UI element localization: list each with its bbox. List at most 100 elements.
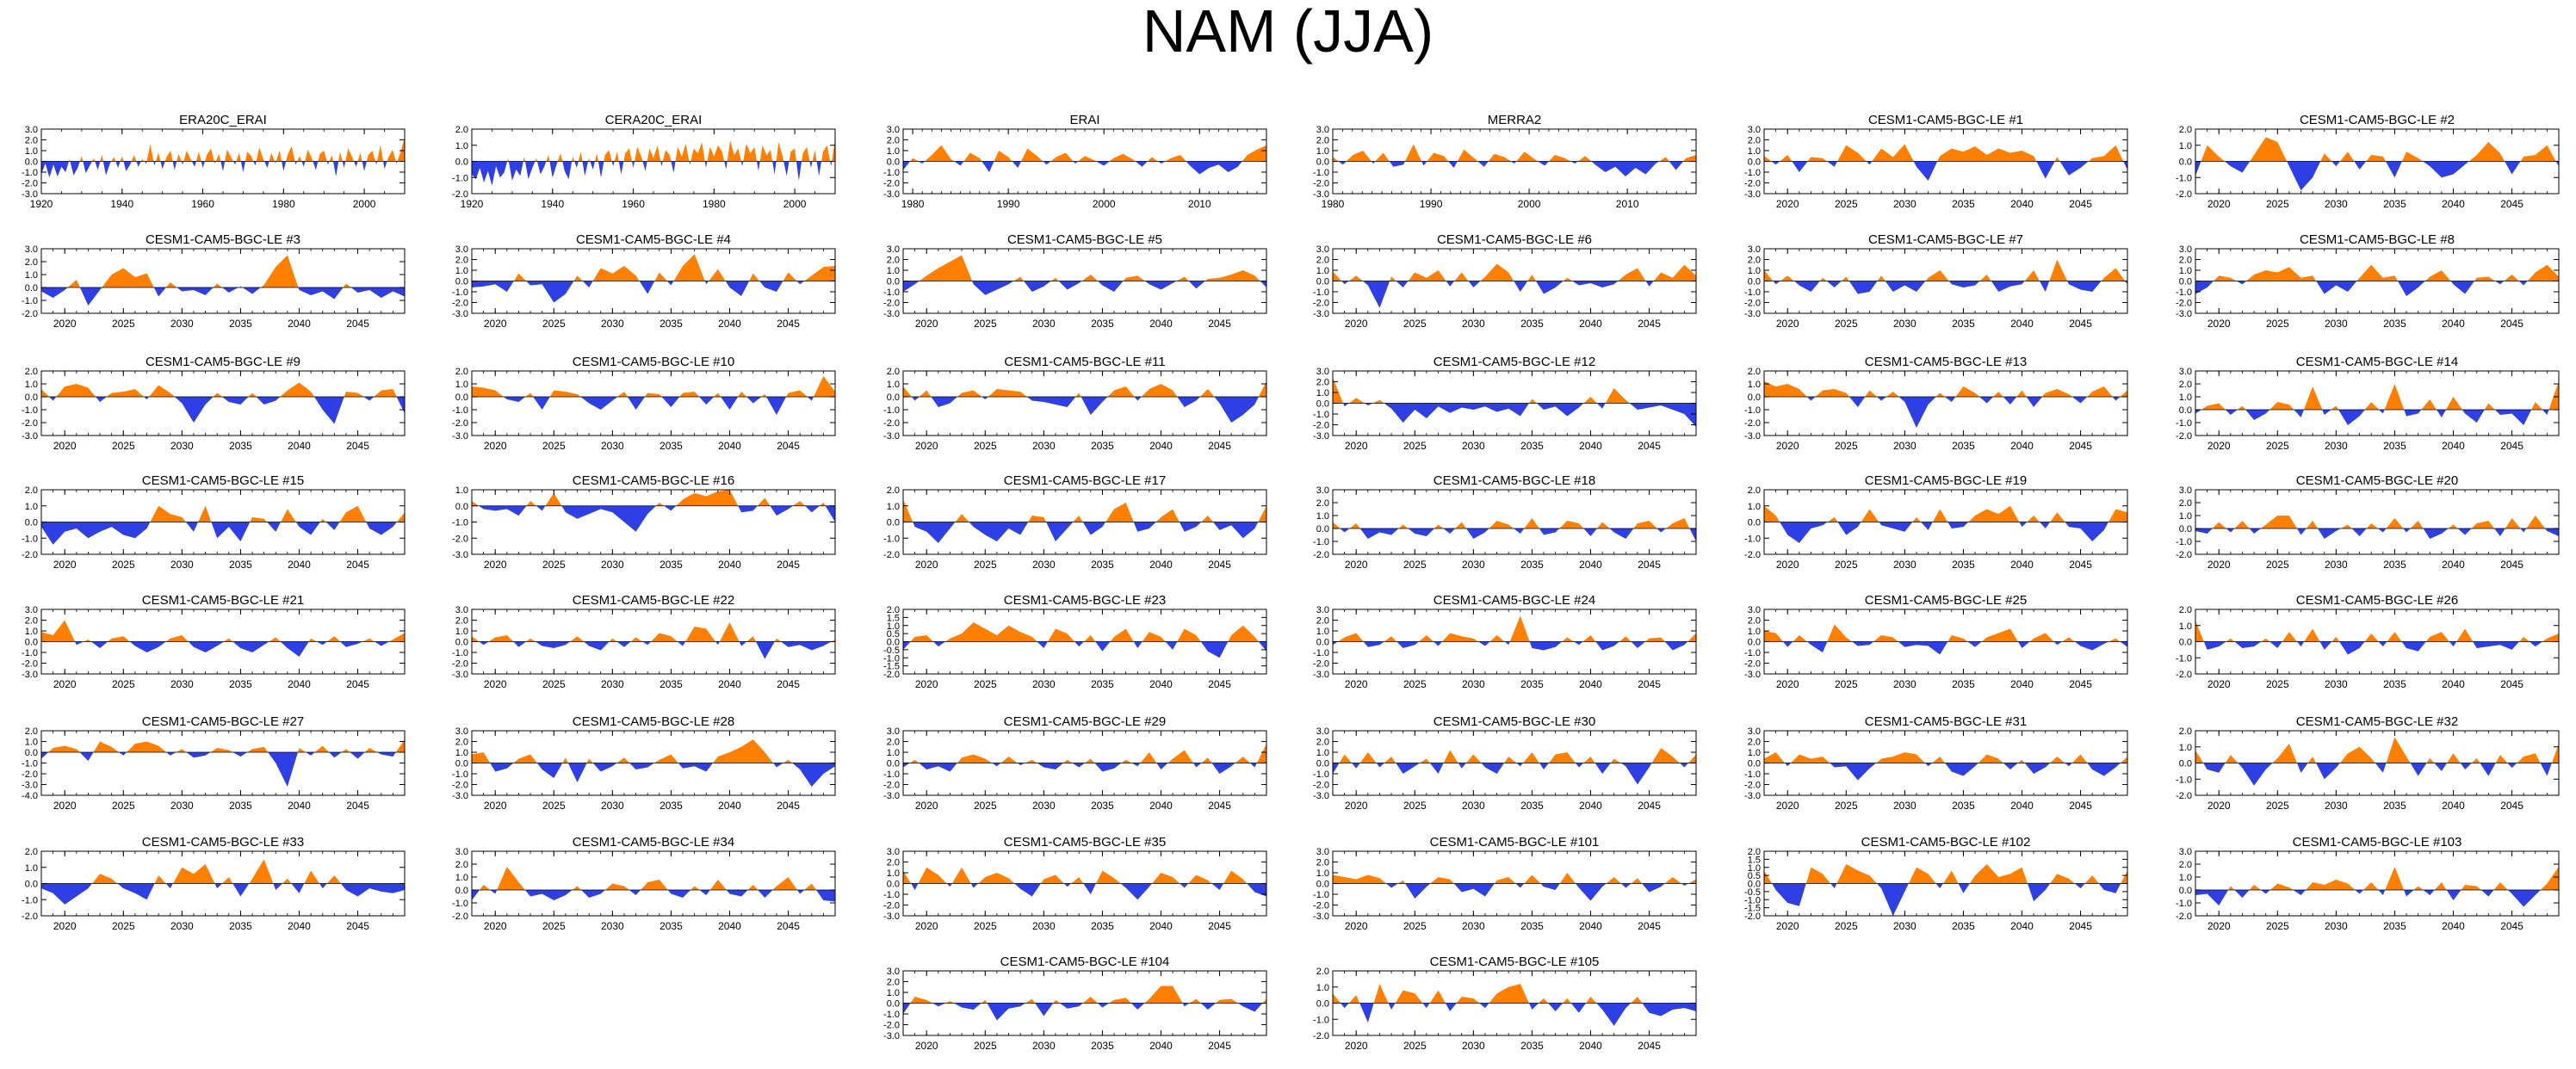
y-tick-label: -2.0 [883,299,900,309]
y-tick-label: 0.0 [455,502,468,512]
y-tick-label: 1.0 [1316,146,1329,157]
y-tick-label: 3.0 [455,726,468,737]
negative-area [903,281,1266,295]
y-tick-label: -0.5 [1744,887,1761,898]
positive-area [1333,144,1696,162]
y-tick-label: 3.0 [1316,605,1329,615]
x-tick-label: 2030 [601,318,624,330]
x-tick-label: 2000 [1518,198,1541,210]
y-tick-label: -2.0 [2176,911,2192,922]
panel-44: CESM1-CAM5-BGC-LE #105 2.0 1.0 0.0 -1.0 -2.0 2… [1313,955,1697,1052]
negative-area [2195,641,2559,655]
y-tick-label: -2.0 [1313,550,1329,560]
panel-title: CESM1-CAM5-BGC-LE #16 [573,473,734,488]
y-tick-label: 1.0 [25,738,38,748]
panel-35: CESM1-CAM5-BGC-LE #31 3.02.01.00.0-1.0-2.… [1744,714,2128,812]
y-tick-label: -2.0 [883,550,900,560]
y-tick-label: -1.0 [883,769,900,780]
plot-frame [40,248,406,314]
x-tick-label: 2040 [1579,440,1602,452]
y-tick-label: -0.5 [883,646,900,656]
negative-area [1764,522,2127,543]
x-tick-label: 2035 [2383,800,2406,812]
y-tick-label: 2.0 [25,367,38,377]
y-tick-label: 0.0 [1748,638,1761,648]
y-tick-label: 2.0 [887,367,900,377]
x-tick-label: 2030 [2325,920,2348,932]
x-tick-label: 2030 [1462,1040,1485,1052]
positive-area [2195,867,2559,890]
y-tick-label: 0.0 [887,999,900,1010]
x-tick-label: 2035 [1520,559,1544,571]
y-tick-label: -1.0 [2176,287,2192,298]
y-tick-label: 2.0 [455,125,468,135]
y-tick-label: 0.0 [2179,277,2192,287]
y-tick-label: 1.0 [25,502,38,512]
y-tick-label: -1.0 [883,890,900,900]
y-tick-label: -1.5 [883,662,900,672]
x-tick-label: 2035 [659,440,683,452]
y-tick-label: 3.0 [887,726,900,737]
y-tick-label: -1.0 [883,168,900,178]
y-tick-label: 1.0 [455,141,468,151]
y-tick-label: 1.0 [1316,748,1329,758]
x-tick-label: 2025 [1835,198,1858,210]
x-tick-label: 2020 [915,800,938,812]
y-tick-label: 1.0 [25,627,38,637]
y-tick-label: 1.0 [2179,621,2192,632]
panel-title: CESM1-CAM5-BGC-LE #34 [573,835,734,850]
panel-12: CESM1-CAM5-BGC-LE #8 3.02.01.00.0-1.0-2.0… [2176,232,2560,330]
x-tick-label: 2030 [1032,920,1056,932]
x-tick-label: 2045 [2069,198,2092,210]
x-tick-label: 2025 [2266,800,2289,812]
positive-area [1333,748,1696,763]
panel-title: CESM1-CAM5-BGC-LE #20 [2296,473,2458,488]
y-tick-label: 3.0 [1748,244,1761,255]
x-tick-label: 2035 [659,800,683,812]
y-tick-label: 2.0 [887,136,900,146]
panel-title: CESM1-CAM5-BGC-LE #14 [2296,355,2458,369]
y-tick-label: -3.0 [883,431,900,442]
negative-area [472,397,835,415]
x-tick-label: 1980 [272,198,295,210]
positive-area [1333,984,1696,1004]
x-tick-label: 2030 [170,440,194,452]
y-tick-label: 1.0 [2179,141,2192,151]
x-tick-label: 2045 [2069,559,2092,571]
negative-area [41,397,405,424]
negative-area [1333,883,1696,901]
x-tick-label: 2035 [229,678,252,690]
y-tick-label: 1.0 [1316,983,1329,993]
positive-area [41,255,405,287]
y-tick-label: 3.0 [25,605,38,615]
x-tick-label: 2025 [1403,678,1427,690]
negative-area [41,752,405,787]
y-tick-label: 2.0 [1316,378,1329,388]
negative-area [903,522,1266,543]
y-tick-label: -1.0 [1313,1015,1329,1025]
y-tick-label: 3.0 [887,244,900,255]
y-tick-label: -3.0 [452,791,468,801]
x-tick-label: 2045 [2069,678,2092,690]
x-tick-label: 2020 [53,440,77,452]
positive-area [1333,377,1696,404]
y-tick-label: -2.0 [883,670,900,680]
x-tick-label: 2020 [1776,559,1799,571]
panel-34: CESM1-CAM5-BGC-LE #30 3.02.01.00.0-1.0-2.… [1313,714,1697,812]
positive-area [2195,381,2559,410]
x-tick-label: 2030 [1462,440,1485,452]
y-tick-label: -3.0 [883,791,900,801]
x-tick-label: 2025 [542,318,566,330]
y-tick-label: 3.0 [887,847,900,857]
y-tick-label: -3.0 [452,670,468,680]
x-tick-label: 2040 [718,318,741,330]
x-tick-label: 2025 [542,440,566,452]
x-tick-label: 2045 [1638,800,1661,812]
x-tick-label: 2010 [1188,198,1211,210]
y-tick-label: -2.0 [22,550,38,560]
x-tick-label: 2020 [915,440,938,452]
panel-22: CESM1-CAM5-BGC-LE #18 3.0 2.0 1.0 0.0 -1.0 -2.… [1313,473,1697,571]
panel-18: CESM1-CAM5-BGC-LE #14 3.0 2.0 1.0 0.0 -1.0 -2.… [2176,355,2560,452]
panel-title: CESM1-CAM5-BGC-LE #31 [1865,714,2027,729]
